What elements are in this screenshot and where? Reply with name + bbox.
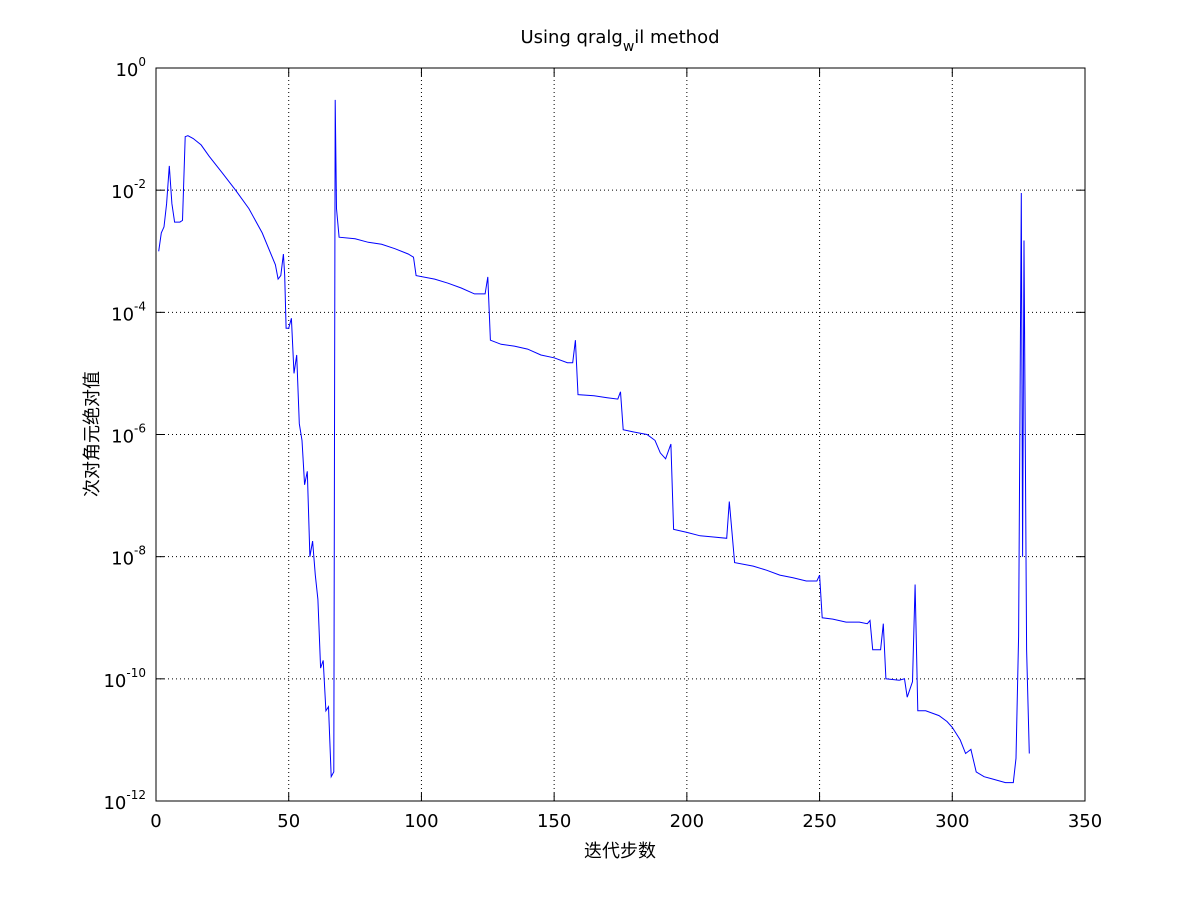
x-axis-ticks: 0 50 100 150 200 250 300 350 <box>150 68 1102 832</box>
x-tick-label: 350 <box>1068 811 1102 832</box>
x-tick-label: 100 <box>404 811 438 832</box>
y-tick-label-exponent: -6 <box>134 422 146 436</box>
x-tick-label: 150 <box>537 811 571 832</box>
x-tick-label: 300 <box>935 811 969 832</box>
y-tick-label-exponent: 0 <box>138 55 146 69</box>
x-tick-label: 250 <box>802 811 836 832</box>
chart-title-subscript: w <box>623 39 634 55</box>
y-axis-label: 次对角元绝对值 <box>82 371 103 497</box>
x-axis-label: 迭代步数 <box>584 841 656 862</box>
y-tick-label-exponent: -8 <box>134 544 146 558</box>
y-tick-label: 10-8 <box>111 544 146 570</box>
grid-lines <box>156 68 1085 801</box>
series-layer <box>158 99 1030 784</box>
chart-title-suffix: il method <box>634 27 719 48</box>
y-tick-label: 10-12 <box>103 788 146 814</box>
y-tick-label-exponent: -2 <box>134 177 146 191</box>
x-tick-label: 50 <box>277 811 300 832</box>
y-tick-label-base: 10 <box>111 304 134 325</box>
y-tick-label: 10-10 <box>103 666 146 692</box>
y-tick-label-base: 10 <box>111 427 134 448</box>
y-tick-label: 10-2 <box>111 177 146 203</box>
y-tick-label-base: 10 <box>115 60 138 81</box>
y-tick-label-exponent: -4 <box>134 299 146 313</box>
y-tick-label-base: 10 <box>103 671 126 692</box>
y-tick-label: 10-6 <box>111 422 146 448</box>
series-line <box>158 99 1030 784</box>
y-tick-label: 10-4 <box>111 299 146 325</box>
x-tick-label: 200 <box>670 811 704 832</box>
y-tick-label-base: 10 <box>111 182 134 203</box>
y-tick-label-base: 10 <box>111 549 134 570</box>
y-tick-label-base: 10 <box>103 793 126 814</box>
y-tick-label-exponent: -12 <box>126 788 146 802</box>
x-tick-label: 0 <box>150 811 161 832</box>
y-tick-label-exponent: -10 <box>126 666 146 680</box>
chart-title: Using qralgwil method <box>520 27 719 55</box>
chart-title-main: Using qralg <box>520 27 622 48</box>
y-tick-label: 100 <box>115 55 146 81</box>
